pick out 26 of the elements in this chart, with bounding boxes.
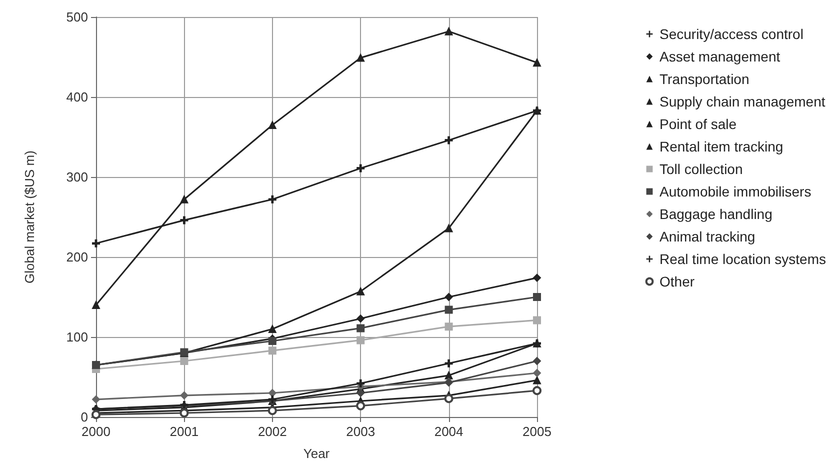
legend-label: Point of sale [659, 116, 737, 132]
y-tick-label: 100 [66, 330, 88, 344]
legend-label: Toll collection [659, 161, 743, 177]
y-tick-label: 0 [80, 410, 88, 424]
x-tick-label: 2002 [258, 424, 287, 439]
legend-label: Baggage handling [659, 206, 772, 222]
legend-label: Animal tracking [659, 228, 756, 244]
legend-label: Rental item tracking [659, 138, 784, 154]
x-tick-label: 2001 [170, 424, 199, 439]
legend-label: Real time location systems [659, 251, 826, 267]
legend-label: Transportation [659, 71, 750, 87]
x-tick-label: 2000 [82, 424, 110, 439]
legend-label: Asset management [659, 48, 780, 64]
x-tick-label: 2004 [434, 424, 464, 439]
y-tick-label: 500 [66, 10, 88, 24]
y-tick-label: 400 [66, 90, 88, 104]
legend-label: Other [659, 274, 695, 290]
y-axis-title: Global market ($US m) [22, 150, 37, 284]
y-tick-label: 300 [66, 170, 88, 184]
x-axis-title: Year [303, 446, 330, 461]
x-tick-label: 2003 [346, 424, 376, 439]
y-tick-label: 200 [66, 250, 88, 264]
legend-label: Supply chain management [659, 94, 826, 110]
x-tick-label: 2005 [522, 424, 552, 439]
legend-label: Automobile immobilisers [659, 184, 812, 200]
legend-label: Security/access control [659, 26, 804, 42]
